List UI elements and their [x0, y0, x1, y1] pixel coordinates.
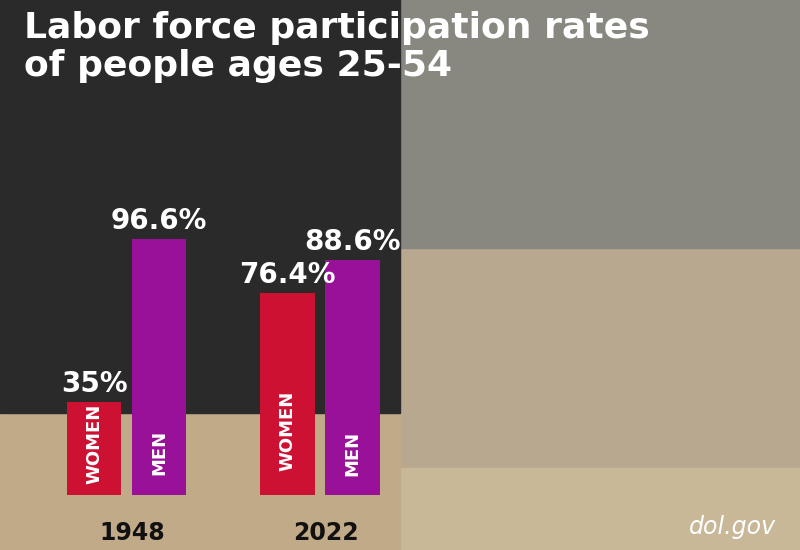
- Bar: [400, 0, 800, 248]
- Bar: [0, 0, 400, 412]
- Text: WOMEN: WOMEN: [85, 404, 103, 484]
- Bar: [326, 260, 380, 495]
- Text: MEN: MEN: [343, 431, 362, 476]
- Text: 88.6%: 88.6%: [304, 228, 401, 256]
- Text: MEN: MEN: [150, 430, 168, 475]
- Text: 1948: 1948: [99, 521, 165, 544]
- Text: 2022: 2022: [293, 521, 358, 544]
- Text: 35%: 35%: [61, 370, 127, 398]
- Bar: [0, 0, 400, 550]
- Text: dol.gov: dol.gov: [689, 515, 776, 539]
- Bar: [0, 412, 400, 550]
- Bar: [261, 293, 314, 495]
- Bar: [400, 0, 800, 550]
- Bar: [400, 468, 800, 550]
- Text: 76.4%: 76.4%: [239, 261, 336, 289]
- Bar: [67, 402, 121, 495]
- Text: Labor force participation rates
of people ages 25-54: Labor force participation rates of peopl…: [24, 11, 650, 83]
- Bar: [132, 239, 186, 495]
- Text: 96.6%: 96.6%: [111, 207, 207, 235]
- Text: WOMEN: WOMEN: [278, 390, 297, 471]
